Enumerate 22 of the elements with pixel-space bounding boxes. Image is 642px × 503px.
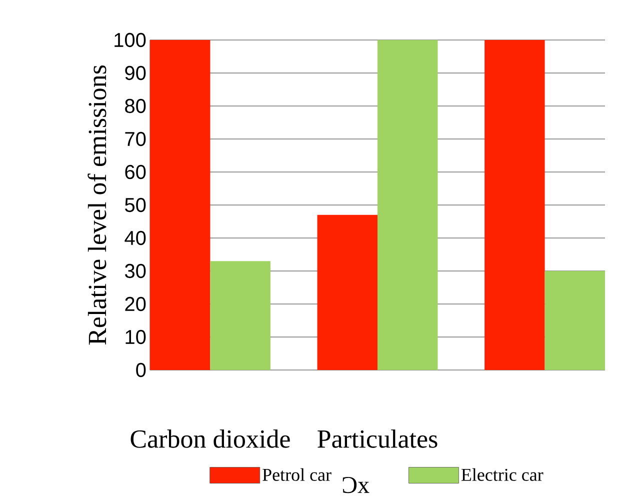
y-tick-label: 50 — [125, 198, 146, 212]
bar — [317, 214, 378, 370]
legend-label: Electric car — [461, 468, 544, 481]
y-tick-label: 10 — [126, 330, 146, 344]
bar — [544, 270, 606, 370]
y-tick-label: 100 — [114, 32, 146, 48]
y-tick-label: 60 — [125, 164, 146, 180]
bar — [378, 40, 438, 370]
x-tick-label: Particulates — [318, 430, 438, 448]
legend-label: Petrol car — [262, 468, 332, 481]
y-tick-label: 20 — [125, 296, 146, 312]
bar — [210, 261, 270, 370]
y-tick-label: 80 — [125, 98, 146, 114]
x-tick-label: Carbon dioxide — [130, 430, 290, 448]
y-tick-label: 30 — [124, 264, 146, 278]
text: Ɔx — [342, 476, 370, 494]
y-axis-title: Relative level of emissions — [88, 65, 106, 345]
bar — [484, 40, 545, 370]
y-tick-label: 40 — [124, 230, 146, 246]
y-tick-label: 90 — [125, 66, 146, 80]
y-tick-label: 70 — [125, 132, 146, 146]
y-tick-label: 0 — [136, 362, 146, 378]
